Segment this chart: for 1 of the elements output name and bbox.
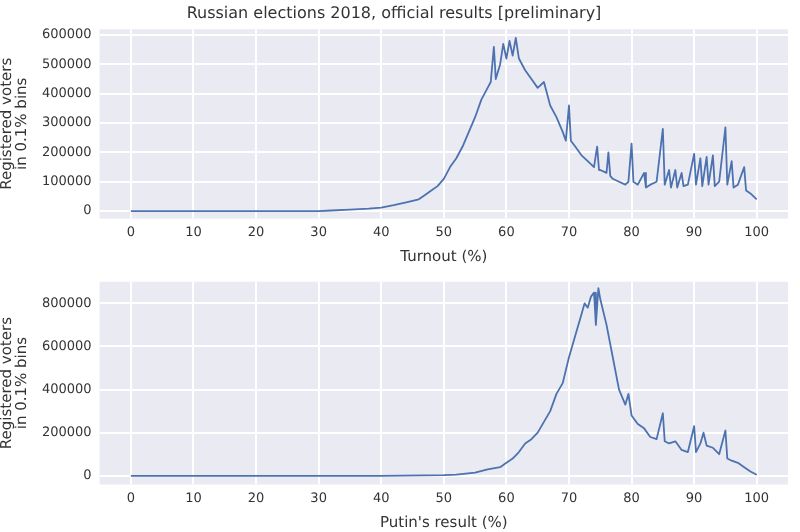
chart-title: Russian elections 2018, official results [preliminary] [186, 3, 602, 22]
